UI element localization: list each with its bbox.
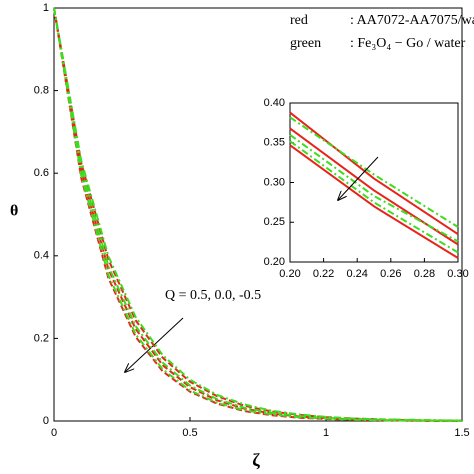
- y-tick-label: 0.4: [34, 250, 49, 262]
- legend-text: : Fe₃O₄ − Go / water: [350, 36, 466, 51]
- y-tick-label: 0.8: [34, 85, 49, 97]
- annotation: Q = 0.5, 0.0, -0.5: [165, 288, 261, 303]
- x-tick-label: 0.5: [182, 427, 197, 439]
- x-tick-label: 1.5: [454, 427, 469, 439]
- y-tick-label: 0.6: [34, 167, 49, 179]
- x-tick-label: 0.22: [313, 268, 334, 280]
- y-tick-label: 0.30: [264, 176, 285, 188]
- series-line: [289, 111, 459, 236]
- legend-key: red: [290, 13, 308, 28]
- x-tick-label: 1: [323, 427, 329, 439]
- series-line: [289, 116, 459, 228]
- x-tick-label: 0.20: [279, 268, 300, 280]
- y-tick-label: 0: [43, 415, 49, 427]
- x-axis-label: ζ: [252, 450, 260, 470]
- x-tick-label: 0.24: [346, 268, 367, 280]
- legend-key: green: [290, 36, 321, 51]
- y-tick-label: 0.2: [34, 332, 49, 344]
- y-tick-label: 0.20: [264, 256, 285, 268]
- inset-frame: [289, 102, 459, 263]
- series-line: [289, 140, 459, 254]
- y-tick-label: 0.25: [264, 216, 285, 228]
- plot-frame: [53, 7, 463, 422]
- series-line: [53, 7, 463, 422]
- y-tick-label: 1: [43, 2, 49, 14]
- arrow: [338, 156, 379, 200]
- x-tick-label: 0.28: [414, 268, 435, 280]
- x-tick-label: 0.30: [447, 268, 468, 280]
- series-line: [289, 133, 459, 243]
- x-tick-label: 0.26: [380, 268, 401, 280]
- y-tick-label: 0.35: [264, 137, 285, 149]
- x-tick-label: 0: [51, 427, 57, 439]
- y-tick-label: 0.40: [264, 97, 285, 109]
- series-line: [289, 144, 459, 259]
- legend-text: : AA7072-AA7075/water: [350, 13, 474, 28]
- y-axis-label: θ: [10, 203, 18, 220]
